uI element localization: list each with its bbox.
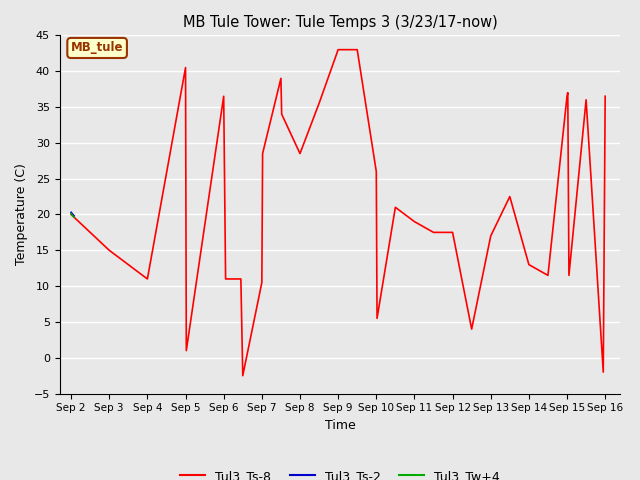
Legend: Tul3_Ts-8, Tul3_Ts-2, Tul3_Tw+4: Tul3_Ts-8, Tul3_Ts-2, Tul3_Tw+4 (175, 465, 505, 480)
X-axis label: Time: Time (324, 419, 355, 432)
Y-axis label: Temperature (C): Temperature (C) (15, 164, 28, 265)
Title: MB Tule Tower: Tule Temps 3 (3/23/17-now): MB Tule Tower: Tule Temps 3 (3/23/17-now… (182, 15, 497, 30)
Text: MB_tule: MB_tule (71, 41, 124, 54)
